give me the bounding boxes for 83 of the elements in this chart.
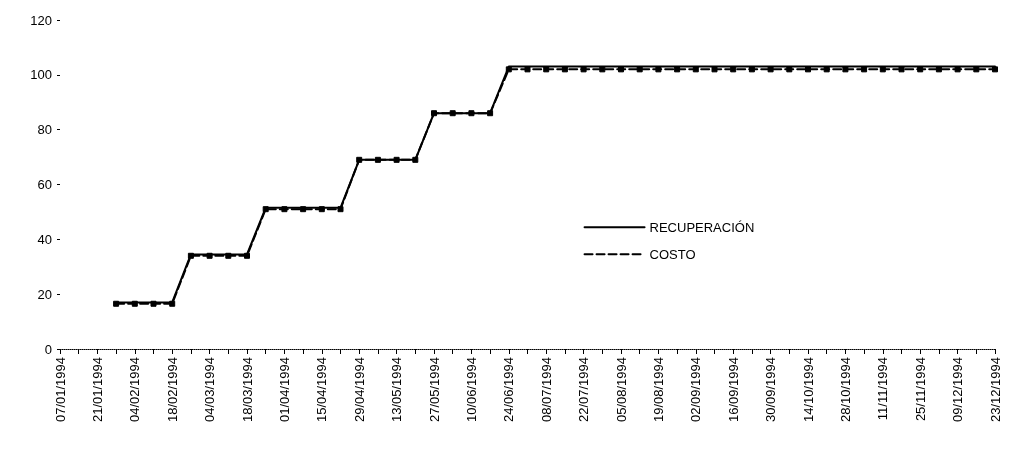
point [954,66,961,73]
x-tick-label: 10/06/1994 [463,357,479,423]
legend-label: COSTO [649,246,696,262]
point [599,66,606,73]
y-tick-label: 60 [37,177,52,192]
x-tick-label: 21/01/1994 [89,357,105,423]
y-tick-label: 40 [37,231,52,247]
x-tick-label: 04/02/1994 [127,357,143,423]
point [823,66,830,73]
y-tick-label: 100 [30,67,52,83]
x-tick-label: 09/12/1994 [950,357,966,423]
x-tick-label: 23/12/1994 [987,357,1003,423]
point [131,300,138,307]
y-tick-label: 0 [44,341,52,357]
point [187,252,194,259]
point [898,66,905,73]
point [655,66,662,73]
point [225,252,232,259]
point [524,66,531,73]
point [842,66,849,73]
x-tick-label: 30/09/1994 [763,357,779,423]
point [468,110,475,117]
point [318,206,325,213]
point [374,156,381,163]
point [431,110,437,117]
x-tick-label: 24/06/1994 [501,357,517,423]
point [767,66,774,73]
x-tick-label: 04/03/1994 [202,357,218,423]
x-tick-label: 16/09/1994 [725,357,741,423]
x-tick-label: 18/03/1994 [239,357,255,423]
point [487,110,494,117]
x-tick-label: 02/09/1994 [688,357,704,423]
point [543,66,550,73]
point [674,66,681,73]
point [879,66,886,73]
point [730,66,737,73]
point [992,66,998,73]
x-tick-label: 27/05/1994 [426,357,442,423]
point [580,66,587,73]
point [636,66,643,73]
point [935,66,942,73]
point [711,66,718,73]
point [786,66,793,73]
point [805,66,811,73]
point [449,110,456,117]
x-tick-label: 25/11/1994 [912,357,928,422]
point [861,66,868,73]
point [412,156,419,163]
point [748,66,755,73]
x-tick-label: 01/04/1994 [276,357,292,423]
x-tick-label: 08/07/1994 [538,357,554,423]
x-tick-label: 22/07/1994 [576,357,592,423]
x-tick-label: 07/01/1994 [52,357,68,423]
point [262,206,269,213]
point [973,66,980,73]
point [206,252,213,259]
point [169,300,176,307]
point [618,66,624,73]
point [356,156,363,163]
point [244,252,250,259]
point [561,66,568,73]
x-tick-label: 28/10/1994 [837,357,853,423]
x-tick-label: 19/08/1994 [650,357,666,423]
point [300,206,307,213]
point [113,300,120,307]
point [917,66,924,73]
point [692,66,699,73]
x-tick-label: 15/04/1994 [314,357,330,423]
x-tick-label: 14/10/1994 [800,357,816,423]
point [337,206,344,213]
y-tick-label: 80 [37,122,52,138]
y-tick-label: 20 [37,286,52,302]
y-tick-label: 120 [30,12,52,28]
legend-label: RECUPERACIÓN [649,219,755,235]
x-tick-label: 11/11/1994 [875,357,891,421]
point [505,66,512,73]
point [150,300,157,307]
x-tick-label: 18/02/1994 [164,357,180,423]
x-tick-label: 29/04/1994 [351,357,367,423]
point [281,206,288,213]
x-tick-label: 05/08/1994 [613,357,629,423]
point [393,156,400,163]
x-tick-label: 13/05/1994 [389,357,405,423]
